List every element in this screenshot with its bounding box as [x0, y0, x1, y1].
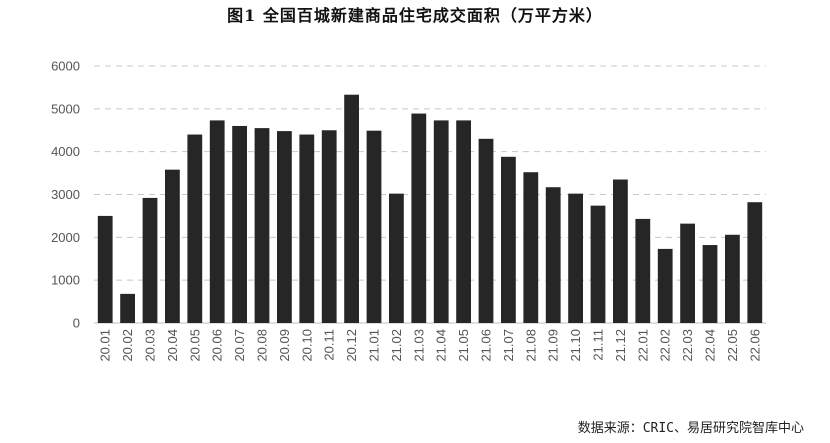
x-tick-label: 20.05 [187, 329, 202, 362]
x-tick-label: 20.07 [232, 329, 247, 362]
bar-22.02 [657, 248, 673, 323]
y-tick-label: 6000 [51, 59, 80, 74]
bar-22.05 [725, 234, 740, 323]
x-axis-ticks: 20.01 20.02 20.03 20.04 20.05 20.06 20.07 20.08… [98, 329, 763, 362]
chart-title: 图1 全国百城新建商品住宅成交面积（万平方米） [227, 6, 603, 25]
x-tick-label: 21.10 [568, 329, 583, 362]
bar-20.11 [321, 130, 337, 323]
x-tick-label: 21.01 [367, 329, 382, 362]
bar-21.10 [568, 193, 583, 323]
bar-20.02 [120, 293, 135, 323]
x-tick-label: 20.01 [98, 329, 113, 362]
bar-22.01 [635, 218, 651, 323]
x-tick-label: 20.08 [255, 329, 270, 362]
bar-20.01 [97, 215, 113, 323]
x-tick-label: 20.03 [143, 329, 158, 362]
x-tick-label: 22.02 [658, 329, 673, 362]
y-tick-label: 4000 [51, 144, 80, 159]
bar-20.05 [187, 134, 203, 323]
x-tick-label: 20.04 [165, 329, 180, 362]
x-tick-label: 22.05 [725, 329, 740, 362]
bar-20.07 [232, 125, 247, 323]
x-tick-label: 20.12 [344, 329, 359, 362]
bar-22.03 [680, 223, 695, 323]
x-tick-label: 21.07 [501, 329, 516, 362]
bar-21.09 [545, 187, 561, 323]
bar-20.12 [344, 94, 359, 323]
x-tick-label: 20.10 [299, 329, 314, 362]
bar-21.02 [389, 193, 404, 323]
y-tick-label: 2000 [51, 230, 80, 245]
y-tick-label: 1000 [51, 273, 80, 288]
bar-20.09 [277, 131, 292, 323]
bars [97, 94, 763, 323]
y-tick-label: 5000 [51, 101, 80, 116]
x-tick-label: 22.04 [703, 329, 718, 362]
bar-21.12 [613, 179, 628, 323]
bar-20.10 [299, 134, 315, 323]
x-tick-label: 20.11 [322, 329, 337, 361]
bar-21.06 [478, 138, 494, 323]
x-tick-label: 22.06 [747, 329, 762, 362]
bar-21.08 [523, 172, 539, 323]
bar-20.08 [254, 128, 270, 323]
bar-21.05 [456, 120, 471, 323]
y-tick-label: 3000 [51, 187, 80, 202]
y-axis-ticks: 0 1000 2000 3000 4000 5000 6000 [51, 59, 80, 331]
bar-20.04 [165, 169, 180, 323]
bar-21.03 [411, 113, 427, 323]
x-tick-label: 22.03 [680, 329, 695, 362]
x-tick-label: 21.04 [434, 329, 449, 362]
x-tick-label: 21.06 [479, 329, 494, 362]
x-tick-label: 22.01 [635, 329, 650, 362]
x-tick-label: 20.09 [277, 329, 292, 362]
bar-20.03 [142, 197, 158, 323]
x-tick-label: 21.09 [546, 329, 561, 362]
y-tick-label: 0 [73, 316, 80, 331]
x-tick-label: 20.06 [210, 329, 225, 362]
bar-21.11 [590, 205, 606, 323]
grid-lines [94, 65, 766, 324]
bar-22.04 [702, 245, 718, 323]
bar-21.01 [366, 130, 382, 323]
bar-21.04 [433, 120, 449, 323]
bar-20.06 [209, 120, 225, 323]
x-tick-label: 21.08 [523, 329, 538, 362]
bar-22.06 [747, 202, 763, 323]
x-tick-label: 21.02 [389, 329, 404, 362]
x-tick-label: 21.03 [411, 329, 426, 362]
source-note: 数据来源：CRIC、易居研究院智库中心 [577, 421, 804, 436]
x-tick-label: 20.02 [120, 329, 135, 362]
x-tick-label: 21.11 [591, 329, 606, 361]
x-tick-label: 21.05 [456, 329, 471, 362]
bar-21.07 [501, 156, 516, 323]
x-tick-label: 21.12 [613, 329, 628, 362]
